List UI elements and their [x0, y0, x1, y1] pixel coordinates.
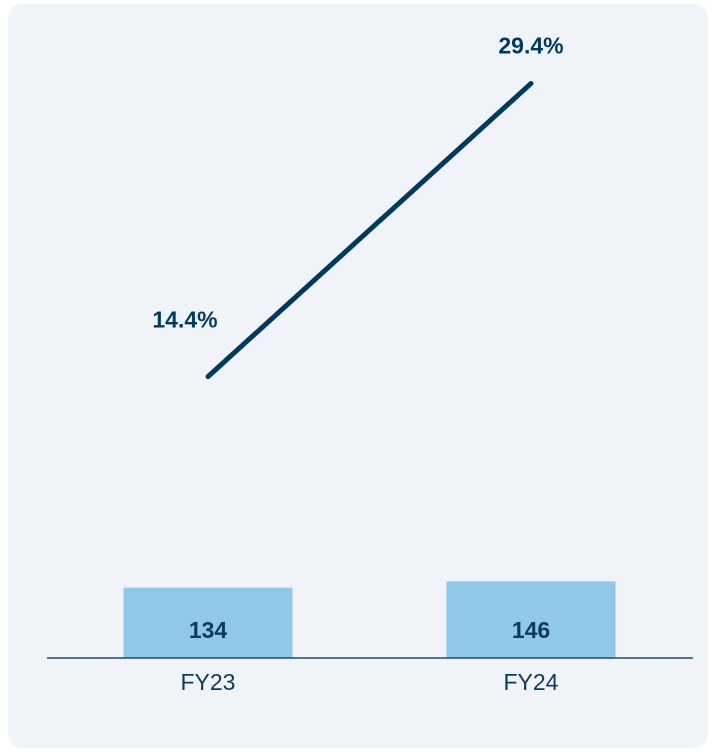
- x-tick-label: FY23: [181, 669, 236, 695]
- bar-value-label: 146: [512, 617, 550, 643]
- line: [205, 80, 534, 380]
- bar: [446, 581, 616, 658]
- line-value-label: 14.4%: [152, 307, 217, 333]
- x-tick-label: FY24: [504, 669, 559, 695]
- line-value-label: 29.4%: [498, 33, 563, 59]
- bar: [123, 587, 293, 658]
- panel: [8, 4, 708, 748]
- bar-value-label: 134: [189, 617, 228, 643]
